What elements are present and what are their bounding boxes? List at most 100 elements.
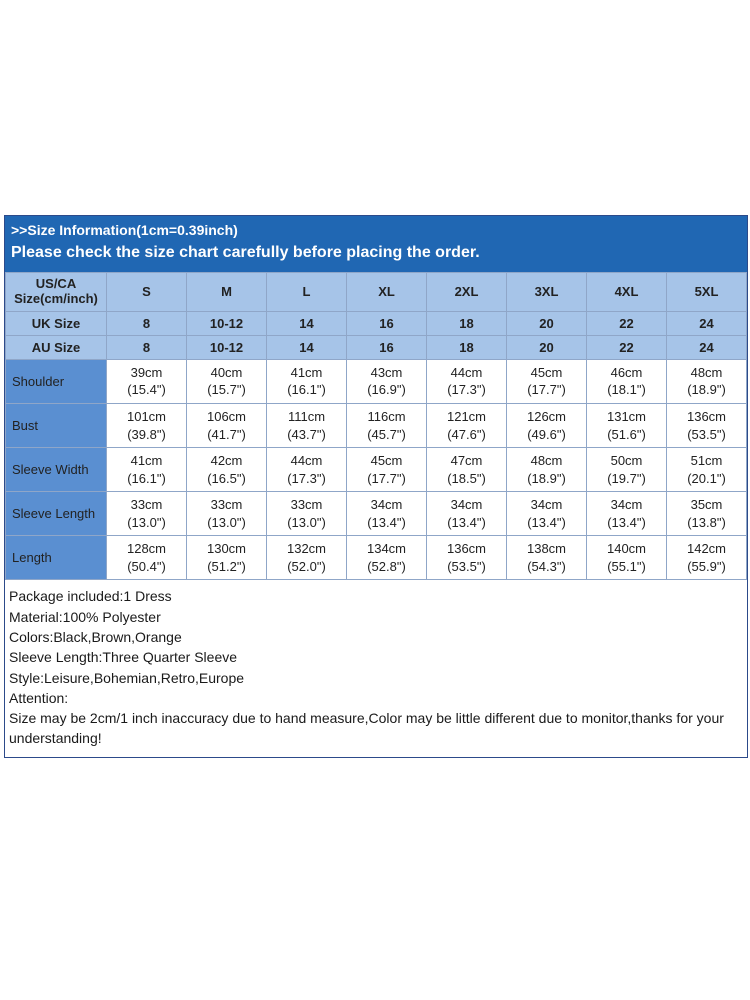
cell-in: (17.7") — [509, 381, 584, 399]
table-cell: 34cm(13.4") — [427, 492, 507, 536]
cell-cm: 116cm — [349, 408, 424, 426]
table-cell: 16 — [347, 311, 427, 335]
cell-cm: 41cm — [109, 452, 184, 470]
cell-in: (20.1") — [669, 470, 744, 488]
footer-line: Attention: — [9, 688, 743, 708]
cell-cm: 50cm — [589, 452, 664, 470]
table-cell: 34cm(13.4") — [507, 492, 587, 536]
table-header-row: US/CA Size(cm/inch)SMLXL2XL3XL4XL5XL — [6, 273, 747, 312]
table-cell: 2XL — [427, 273, 507, 312]
cell-cm: 34cm — [429, 496, 504, 514]
table-cell: 10-12 — [187, 311, 267, 335]
table-cell: 40cm(15.7") — [187, 359, 267, 403]
table-cell: 128cm(50.4") — [107, 536, 187, 580]
cell-in: (16.9") — [349, 381, 424, 399]
table-cell: 140cm(55.1") — [587, 536, 667, 580]
table-cell: 35cm(13.8") — [667, 492, 747, 536]
table-cell: 45cm(17.7") — [507, 359, 587, 403]
cell-in: (18.9") — [669, 381, 744, 399]
cell-cm: 136cm — [669, 408, 744, 426]
cell-cm: 48cm — [509, 452, 584, 470]
table-cell: 136cm(53.5") — [427, 536, 507, 580]
cell-in: (13.4") — [509, 514, 584, 532]
table-cell: 22 — [587, 335, 667, 359]
table-cell: 44cm(17.3") — [267, 448, 347, 492]
cell-in: (19.7") — [589, 470, 664, 488]
footer-line: Sleeve Length:Three Quarter Sleeve — [9, 647, 743, 667]
cell-in: (39.8") — [109, 426, 184, 444]
cell-in: (18.1") — [589, 381, 664, 399]
table-cell: 8 — [107, 311, 187, 335]
cell-in: (51.2") — [189, 558, 264, 576]
cell-cm: 111cm — [269, 408, 344, 426]
table-cell: M — [187, 273, 267, 312]
cell-in: (51.6") — [589, 426, 664, 444]
table-cell: 33cm(13.0") — [187, 492, 267, 536]
cell-in: (16.1") — [109, 470, 184, 488]
table-cell: 8 — [107, 335, 187, 359]
footer-line: Style:Leisure,Bohemian,Retro,Europe — [9, 668, 743, 688]
footer-line: Size may be 2cm/1 inch inaccuracy due to… — [9, 708, 743, 749]
table-row: Bust101cm(39.8")106cm(41.7")111cm(43.7")… — [6, 403, 747, 447]
table-cell: 116cm(45.7") — [347, 403, 427, 447]
size-chart-block: >>Size Information(1cm=0.39inch) Please … — [4, 215, 748, 758]
banner-note: Please check the size chart carefully be… — [11, 244, 741, 262]
table-cell: 42cm(16.5") — [187, 448, 267, 492]
cell-cm: 138cm — [509, 540, 584, 558]
table-cell: 44cm(17.3") — [427, 359, 507, 403]
cell-in: (41.7") — [189, 426, 264, 444]
cell-cm: 142cm — [669, 540, 744, 558]
table-cell: 18 — [427, 311, 507, 335]
table-cell: S — [107, 273, 187, 312]
table-cell: 130cm(51.2") — [187, 536, 267, 580]
cell-in: (17.3") — [429, 381, 504, 399]
table-cell: 48cm(18.9") — [507, 448, 587, 492]
cell-in: (49.6") — [509, 426, 584, 444]
cell-cm: 132cm — [269, 540, 344, 558]
cell-in: (54.3") — [509, 558, 584, 576]
cell-in: (15.4") — [109, 381, 184, 399]
cell-in: (16.5") — [189, 470, 264, 488]
cell-cm: 39cm — [109, 364, 184, 382]
cell-cm: 128cm — [109, 540, 184, 558]
row-label: UK Size — [6, 311, 107, 335]
table-header-row: UK Size810-12141618202224 — [6, 311, 747, 335]
cell-in: (55.9") — [669, 558, 744, 576]
cell-cm: 47cm — [429, 452, 504, 470]
cell-cm: 33cm — [269, 496, 344, 514]
table-cell: 16 — [347, 335, 427, 359]
table-cell: 101cm(39.8") — [107, 403, 187, 447]
cell-cm: 33cm — [189, 496, 264, 514]
banner-title: >>Size Information(1cm=0.39inch) — [11, 222, 741, 238]
table-cell: 18 — [427, 335, 507, 359]
table-cell: 50cm(19.7") — [587, 448, 667, 492]
table-cell: 20 — [507, 335, 587, 359]
row-label: AU Size — [6, 335, 107, 359]
footer-line: Material:100% Polyester — [9, 607, 743, 627]
cell-cm: 131cm — [589, 408, 664, 426]
cell-cm: 136cm — [429, 540, 504, 558]
table-cell: 138cm(54.3") — [507, 536, 587, 580]
size-table: US/CA Size(cm/inch)SMLXL2XL3XL4XL5XLUK S… — [5, 272, 747, 580]
cell-cm: 45cm — [509, 364, 584, 382]
banner: >>Size Information(1cm=0.39inch) Please … — [5, 216, 747, 272]
cell-in: (53.5") — [429, 558, 504, 576]
cell-in: (15.7") — [189, 381, 264, 399]
table-cell: 142cm(55.9") — [667, 536, 747, 580]
table-cell: 106cm(41.7") — [187, 403, 267, 447]
cell-cm: 43cm — [349, 364, 424, 382]
row-label: US/CA Size(cm/inch) — [6, 273, 107, 312]
cell-cm: 41cm — [269, 364, 344, 382]
row-label: Shoulder — [6, 359, 107, 403]
table-cell: 45cm(17.7") — [347, 448, 427, 492]
row-label: Sleeve Width — [6, 448, 107, 492]
cell-cm: 34cm — [589, 496, 664, 514]
table-cell: 51cm(20.1") — [667, 448, 747, 492]
table-cell: 5XL — [667, 273, 747, 312]
cell-cm: 134cm — [349, 540, 424, 558]
cell-cm: 121cm — [429, 408, 504, 426]
cell-cm: 35cm — [669, 496, 744, 514]
table-cell: 22 — [587, 311, 667, 335]
table-row: Length128cm(50.4")130cm(51.2")132cm(52.0… — [6, 536, 747, 580]
table-cell: 4XL — [587, 273, 667, 312]
